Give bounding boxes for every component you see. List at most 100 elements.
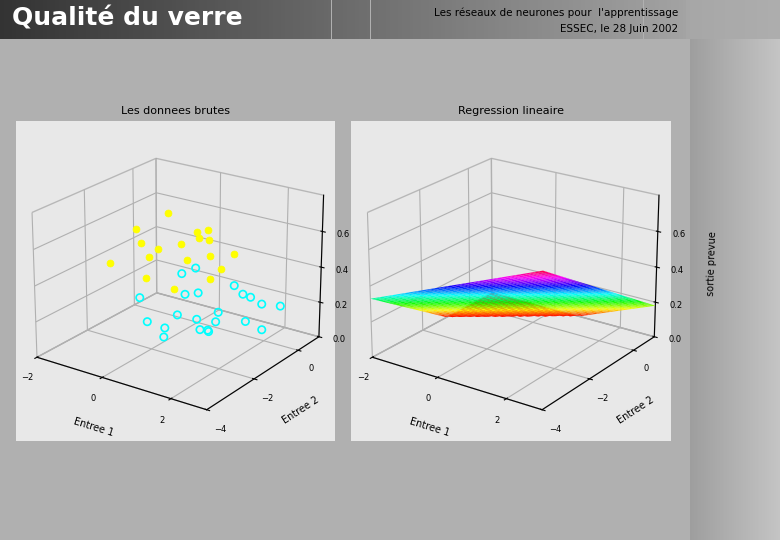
Bar xyxy=(746,39,748,540)
Bar xyxy=(12,0,16,39)
Bar xyxy=(744,39,745,540)
Bar xyxy=(386,0,390,39)
Bar xyxy=(230,0,234,39)
Bar xyxy=(105,0,109,39)
Bar xyxy=(753,0,757,39)
Bar xyxy=(35,0,39,39)
Bar xyxy=(729,39,730,540)
Bar xyxy=(363,0,367,39)
Bar xyxy=(534,0,538,39)
Bar xyxy=(460,0,464,39)
Bar xyxy=(706,39,707,540)
Bar xyxy=(710,0,714,39)
Bar xyxy=(133,0,136,39)
Bar xyxy=(62,0,66,39)
Bar xyxy=(464,0,468,39)
Bar xyxy=(347,0,351,39)
Bar xyxy=(261,0,265,39)
Bar xyxy=(632,0,636,39)
Bar xyxy=(722,0,725,39)
Bar xyxy=(530,0,534,39)
Bar xyxy=(207,0,211,39)
Bar xyxy=(707,39,708,540)
Bar xyxy=(679,0,682,39)
Bar xyxy=(413,0,417,39)
Bar xyxy=(121,0,125,39)
Bar xyxy=(70,0,74,39)
Bar xyxy=(698,0,702,39)
Bar xyxy=(573,0,577,39)
Bar xyxy=(771,39,772,540)
Bar xyxy=(667,0,671,39)
Bar xyxy=(764,0,768,39)
Bar xyxy=(620,0,624,39)
Bar xyxy=(733,0,737,39)
Bar xyxy=(16,0,20,39)
Bar xyxy=(768,39,769,540)
Bar xyxy=(753,39,754,540)
Bar xyxy=(604,0,608,39)
Bar xyxy=(749,0,753,39)
Bar xyxy=(636,0,640,39)
Bar xyxy=(581,0,585,39)
Bar xyxy=(168,0,172,39)
X-axis label: Entree 1: Entree 1 xyxy=(408,416,450,438)
Bar xyxy=(757,0,760,39)
Bar xyxy=(526,0,530,39)
Bar xyxy=(448,0,452,39)
Bar xyxy=(211,0,215,39)
Bar xyxy=(117,0,121,39)
Bar xyxy=(550,0,554,39)
Bar xyxy=(31,0,35,39)
Bar xyxy=(690,39,691,540)
Bar xyxy=(4,0,8,39)
Bar xyxy=(772,39,773,540)
Bar xyxy=(74,0,78,39)
Bar xyxy=(47,0,51,39)
Bar xyxy=(704,39,706,540)
Bar xyxy=(766,39,767,540)
Bar xyxy=(733,39,734,540)
Bar xyxy=(390,0,394,39)
Bar xyxy=(717,39,718,540)
Y-axis label: Entree 2: Entree 2 xyxy=(280,395,321,426)
Bar xyxy=(763,39,764,540)
Bar xyxy=(686,0,780,39)
Bar xyxy=(612,0,616,39)
Bar xyxy=(554,0,558,39)
Bar xyxy=(398,0,402,39)
Bar xyxy=(491,0,495,39)
Bar xyxy=(456,0,460,39)
Bar xyxy=(750,39,751,540)
Bar xyxy=(113,0,117,39)
Bar xyxy=(191,0,195,39)
Bar xyxy=(370,0,374,39)
Bar xyxy=(737,0,741,39)
Bar xyxy=(729,0,733,39)
Bar xyxy=(692,39,693,540)
Bar xyxy=(156,0,160,39)
Bar xyxy=(23,0,27,39)
Bar xyxy=(222,0,226,39)
Bar xyxy=(702,0,706,39)
Bar xyxy=(324,0,328,39)
Bar xyxy=(566,0,569,39)
Bar xyxy=(58,0,62,39)
Bar xyxy=(300,0,304,39)
Bar xyxy=(238,0,242,39)
Bar xyxy=(671,0,675,39)
Bar xyxy=(735,39,736,540)
Bar xyxy=(246,0,250,39)
Bar xyxy=(726,39,727,540)
Bar xyxy=(410,0,413,39)
Bar xyxy=(335,0,339,39)
Bar xyxy=(721,39,722,540)
Bar xyxy=(109,0,113,39)
Bar xyxy=(226,0,230,39)
Bar xyxy=(593,0,597,39)
Bar xyxy=(608,0,612,39)
Bar xyxy=(406,0,410,39)
Bar xyxy=(742,39,743,540)
Bar xyxy=(718,0,722,39)
Bar xyxy=(125,0,129,39)
